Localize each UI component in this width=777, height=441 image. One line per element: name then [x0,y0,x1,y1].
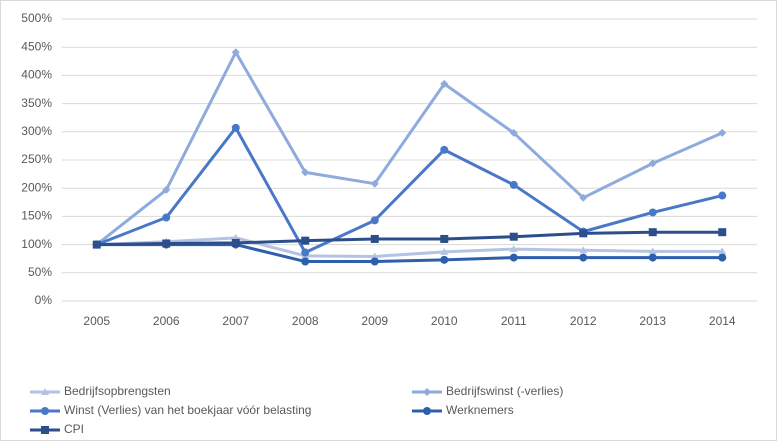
legend-label: Winst (Verlies) van het boekjaar vóór be… [64,403,311,417]
data-point [162,239,171,248]
data-point [162,185,171,194]
y-tick-label: 200% [21,180,52,194]
x-tick-label: 2006 [153,314,180,328]
legend-marker [41,426,49,434]
data-point [509,253,518,262]
data-point [718,228,727,237]
legend-marker [423,388,431,396]
legend-marker [423,407,431,415]
data-point [579,253,588,262]
series-line [95,50,723,246]
x-tick-label: 2014 [709,314,736,328]
data-point [718,247,727,255]
data-point [579,193,588,202]
data-point [648,247,657,255]
data-point [579,229,588,238]
y-tick-label: 0% [35,293,53,307]
x-tick-label: 2012 [570,314,597,328]
data-point [370,216,379,225]
data-point [718,128,727,137]
data-point [370,252,379,260]
data-point [92,240,101,249]
x-tick-label: 2008 [292,314,319,328]
data-point [509,128,518,137]
y-tick-label: 150% [21,209,52,223]
data-point [301,257,310,266]
y-tick-label: 300% [21,124,52,138]
data-point [440,255,449,264]
data-point [440,234,449,243]
data-point [370,257,379,266]
data-point [301,248,310,257]
data-point [648,208,657,217]
x-tick-label: 2011 [501,314,527,328]
data-point [648,159,657,168]
series-line [96,230,723,247]
legend-label: CPI [64,422,84,436]
x-tick-label: 2013 [639,314,666,328]
x-tick-label: 2007 [222,314,249,328]
data-point [162,213,171,222]
data-point [718,191,727,200]
y-tick-label: 400% [21,68,52,82]
y-tick-label: 100% [21,237,52,251]
legend-marker [41,407,49,415]
x-tick-label: 2009 [361,314,388,328]
x-tick-label: 2005 [83,314,110,328]
data-point [370,179,379,188]
data-point [231,238,240,247]
y-tick-label: 450% [21,39,52,53]
data-point [718,253,727,262]
series-line [96,126,723,254]
data-point [440,247,449,255]
x-tick-label: 2010 [431,314,458,328]
data-point [231,123,240,132]
data-point [440,79,449,88]
y-tick-label: 500% [21,11,52,25]
data-point [440,145,449,154]
data-point [370,234,379,243]
y-tick-label: 350% [21,96,52,110]
data-point [301,236,310,245]
y-tick-label: 50% [28,265,52,279]
legend-label: Werknemers [446,403,514,417]
data-point [231,48,240,57]
y-tick-label: 250% [21,152,52,166]
data-point [509,232,518,241]
legend-label: Bedrijfswinst (-verlies) [446,384,563,398]
series-line [96,236,723,258]
legend-marker [41,388,49,395]
data-point [301,168,310,177]
legend-label: Bedrijfsopbrengsten [64,384,171,398]
data-point [509,180,518,189]
data-point [648,253,657,262]
data-point [579,246,588,254]
data-point [648,228,657,237]
data-point [509,245,518,253]
